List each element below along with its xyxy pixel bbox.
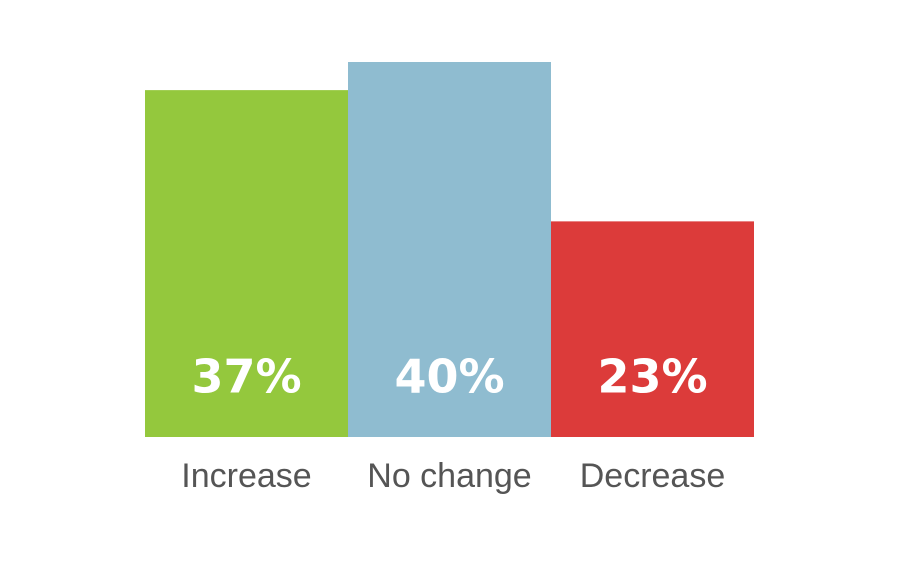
- value-label: 23%: [597, 350, 707, 404]
- value-label: 40%: [394, 350, 504, 404]
- bar: [145, 90, 348, 437]
- category-label: No change: [367, 457, 531, 495]
- value-label: 37%: [191, 350, 301, 404]
- category-label: Decrease: [580, 457, 726, 495]
- bar: [348, 62, 551, 437]
- category-label: Increase: [181, 457, 311, 495]
- bar: [551, 221, 754, 437]
